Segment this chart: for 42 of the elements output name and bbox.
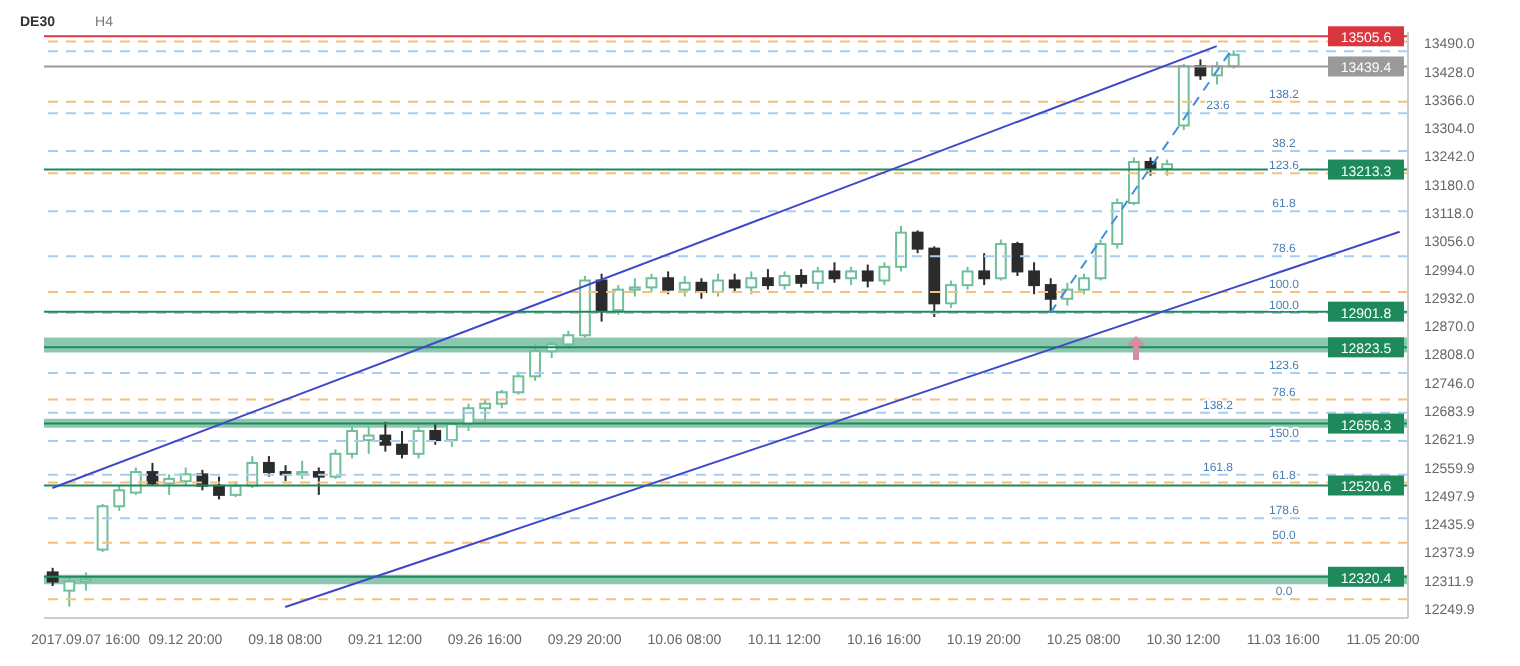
candlestick bbox=[662, 270, 675, 296]
candlestick bbox=[263, 455, 275, 478]
candlestick bbox=[762, 268, 774, 291]
candlestick bbox=[529, 343, 541, 382]
candlestick bbox=[795, 268, 808, 289]
candlestick bbox=[396, 430, 408, 460]
candlestick bbox=[778, 270, 791, 291]
candlestick bbox=[1094, 238, 1107, 282]
candlestick bbox=[811, 265, 824, 291]
candlestick bbox=[412, 425, 425, 460]
candlestick bbox=[745, 270, 758, 296]
candlestick bbox=[113, 484, 126, 512]
candlestick bbox=[63, 575, 76, 608]
candlestick bbox=[945, 279, 957, 309]
candlestick bbox=[1044, 277, 1057, 314]
candlestick bbox=[512, 370, 525, 396]
candlestick bbox=[362, 425, 375, 455]
candlestick bbox=[329, 448, 342, 480]
candlestick bbox=[612, 284, 625, 316]
candlestick bbox=[379, 420, 392, 453]
candlestick bbox=[1028, 261, 1040, 296]
candlestick bbox=[978, 252, 991, 287]
candlestick bbox=[895, 224, 907, 273]
candlestick bbox=[678, 274, 691, 298]
candlestick bbox=[911, 229, 924, 255]
candlestick bbox=[878, 261, 891, 287]
candlestick bbox=[645, 272, 658, 293]
candlestick bbox=[179, 466, 192, 487]
candlestick bbox=[728, 272, 741, 293]
candlestick bbox=[346, 425, 358, 460]
candlestick bbox=[1078, 272, 1090, 296]
candlestick bbox=[479, 398, 492, 423]
candlestick bbox=[845, 265, 857, 287]
candlestick bbox=[80, 571, 92, 592]
candlestick bbox=[628, 277, 641, 298]
candlestick bbox=[1011, 240, 1024, 277]
candlestick bbox=[994, 238, 1007, 282]
candlestick bbox=[429, 423, 442, 446]
candlestick bbox=[861, 263, 874, 289]
candlestick bbox=[562, 329, 575, 350]
candlestick bbox=[961, 265, 974, 291]
candlestick bbox=[828, 261, 841, 284]
